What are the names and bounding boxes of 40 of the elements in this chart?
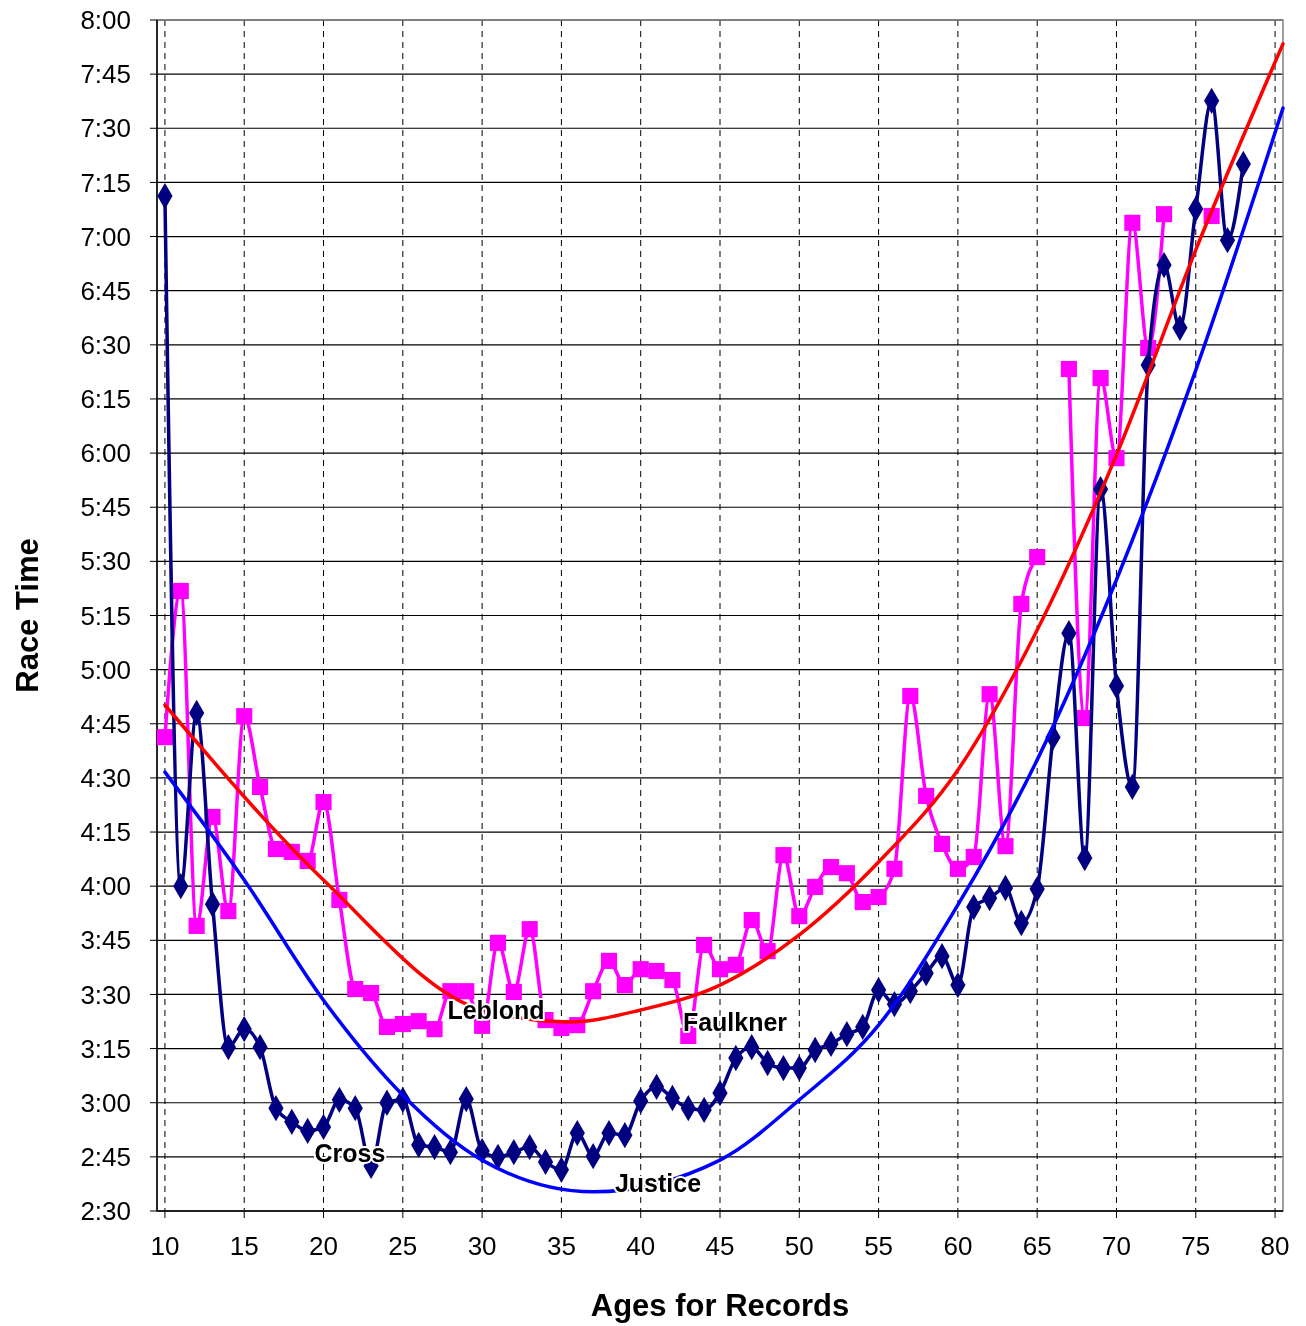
y-tick-label: 6:15 [80,384,131,415]
x-tick-label: 60 [943,1231,973,1261]
x-tick-label: 20 [309,1231,338,1261]
y-tick-label: 6:30 [80,329,131,360]
x-tick-label: 30 [467,1231,497,1261]
y-tick-label: 2:45 [80,1141,131,1172]
x-tick-label: 25 [388,1231,418,1261]
x-tick-label: 15 [229,1231,259,1261]
y-tick-label: 3:15 [80,1033,131,1064]
y-tick-label: 4:30 [80,763,131,794]
y-tick-label: 5:45 [80,492,131,523]
y-axis-title: Race Time [10,538,45,693]
x-tick-label: 75 [1181,1231,1211,1261]
y-tick-label: 3:45 [80,925,131,956]
y-tick-label: 5:15 [80,600,131,631]
x-tick-label: 80 [1260,1231,1290,1261]
x-tick-label: 35 [546,1231,576,1261]
x-tick-label: 40 [626,1231,656,1261]
x-tick-label: 65 [1022,1231,1052,1261]
x-tick-label: 10 [150,1231,180,1261]
y-tick-label: 7:15 [80,167,131,198]
y-tick-label: 2:30 [80,1196,131,1227]
y-tick-label: 7:30 [80,113,131,144]
y-tick-label: 3:30 [80,979,131,1010]
y-tick-label: 3:00 [80,1087,131,1118]
x-axis-title: Ages for Records [590,1288,850,1323]
y-tick-label: 4:45 [80,708,131,739]
y-tick-label: 7:45 [80,59,131,90]
y-tick-label: 6:45 [80,275,131,306]
x-tick-label: 55 [864,1231,894,1261]
x-tick-label: 50 [784,1231,814,1261]
y-tick-label: 4:15 [80,817,131,848]
y-tick-label: 5:00 [80,654,131,685]
y-tick-label: 7:00 [80,221,131,252]
x-tick-label: 70 [1102,1231,1131,1261]
y-tick-label: 6:00 [80,438,131,469]
y-tick-label: 4:00 [80,871,131,902]
y-tick-label: 5:30 [80,546,131,577]
x-tick-label: 45 [705,1231,735,1261]
y-tick-label: 8:00 [80,5,131,36]
